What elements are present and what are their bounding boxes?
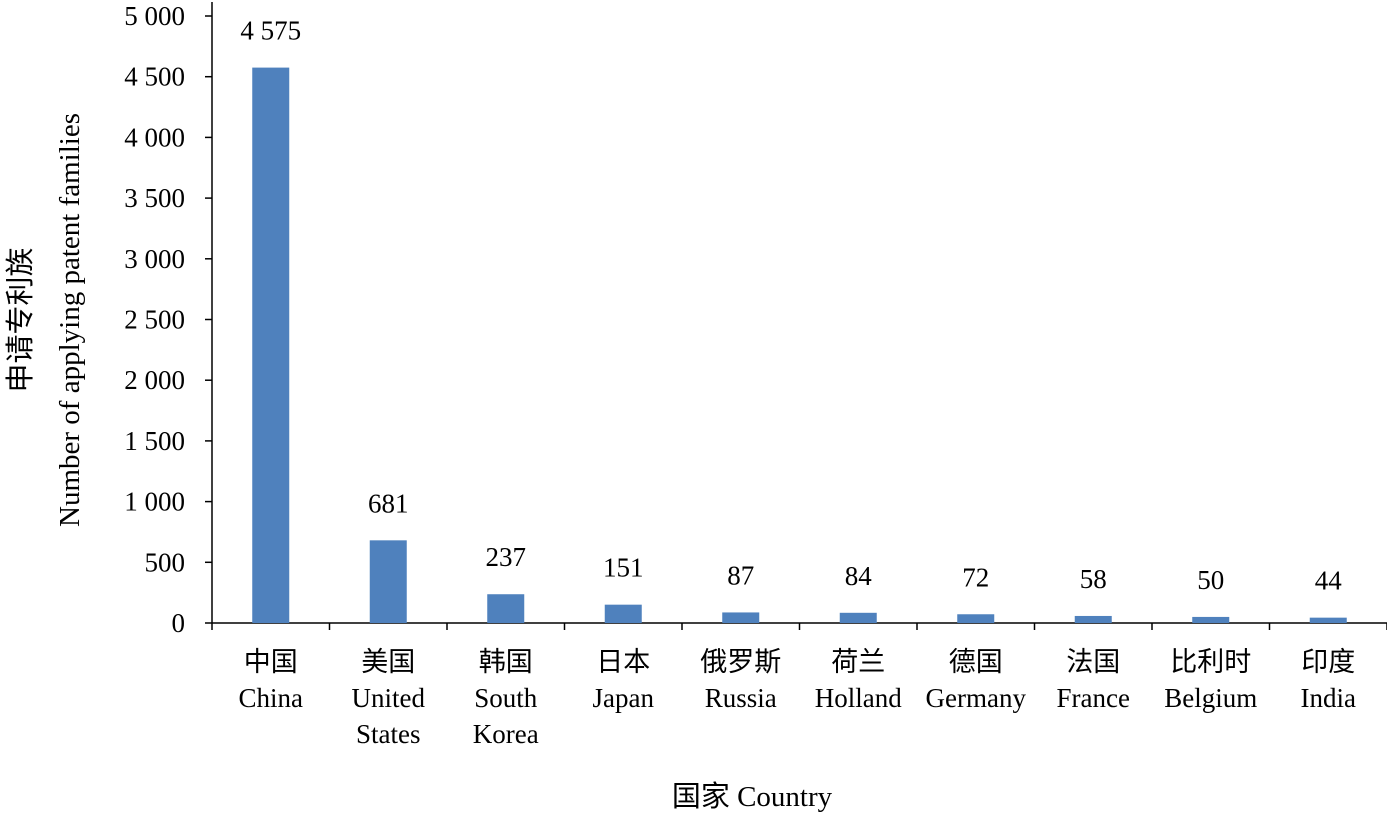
bar	[839, 612, 877, 623]
bar	[369, 540, 407, 623]
y-tick-label: 3 000	[124, 244, 185, 274]
x-tick-label: States	[356, 719, 421, 749]
x-tick-label: 中国	[244, 647, 298, 677]
y-axis-title-cn: 申请专利族	[4, 247, 37, 392]
y-tick-label: 4 500	[124, 62, 185, 92]
bar	[1309, 617, 1347, 623]
bar	[722, 612, 760, 623]
data-label: 50	[1197, 565, 1224, 595]
data-label: 84	[845, 561, 873, 591]
y-tick-label: 1 000	[124, 487, 185, 517]
bar	[957, 614, 995, 623]
data-label: 72	[962, 562, 989, 592]
x-tick-label: France	[1057, 683, 1130, 713]
data-label: 237	[486, 542, 527, 572]
data-label: 87	[727, 560, 754, 590]
x-tick-label: 俄罗斯	[700, 647, 781, 677]
category-labels: 中国 China 美国 United States 韩国 South Korea 日本 Japan…	[239, 647, 1357, 749]
data-label: 58	[1080, 564, 1107, 594]
bar	[487, 594, 525, 623]
x-tick-label: Korea	[473, 719, 539, 749]
bar	[604, 604, 642, 623]
data-label: 681	[368, 488, 409, 518]
x-tick-label: Japan	[593, 683, 655, 713]
x-tick-label: 比利时	[1170, 647, 1251, 677]
x-tick-label: 美国	[361, 647, 415, 677]
data-label: 4 575	[240, 16, 301, 46]
x-tick-label: Germany	[926, 683, 1027, 713]
y-tick-label: 1 500	[124, 426, 185, 456]
x-tick-label: 荷兰	[831, 647, 885, 677]
y-tick-label: 2 000	[124, 365, 185, 395]
data-labels: 4 575 681 237 151 87 84 72 58 50 44	[240, 16, 1342, 596]
x-tick-label: Russia	[705, 683, 777, 713]
x-tick-label: 法国	[1066, 647, 1120, 677]
y-axis-title: 申请专利族 Number of applying patent families	[4, 113, 86, 527]
x-tick-label: 德国	[949, 647, 1003, 677]
x-axis	[211, 622, 1387, 630]
x-tick-label: 日本	[596, 647, 650, 677]
data-label: 44	[1315, 566, 1343, 596]
y-tick-label: 500	[145, 547, 186, 577]
y-tick-label: 5 000	[124, 1, 185, 31]
x-tick-label: Holland	[815, 683, 902, 713]
y-tick-label: 3 500	[124, 183, 185, 213]
x-tick-label: 印度	[1301, 647, 1355, 677]
y-tick-label: 0	[172, 608, 186, 638]
bar	[1192, 616, 1230, 623]
bars	[252, 67, 1347, 624]
x-axis-title: 国家 Country	[672, 780, 833, 813]
y-axis: 0 500 1 000 1 500 2 000 2 500 3 000 3 500 4 000 4…	[124, 1, 213, 638]
x-tick-label: India	[1301, 683, 1356, 713]
y-tick-label: 2 500	[124, 305, 185, 335]
y-tick-label: 4 000	[124, 122, 185, 152]
x-tick-label: 韩国	[479, 647, 533, 677]
y-axis-title-en: Number of applying patent families	[54, 113, 86, 527]
bar	[1074, 615, 1112, 623]
x-tick-label: United	[352, 683, 426, 713]
x-tick-label: Belgium	[1164, 683, 1257, 713]
x-tick-label: South	[474, 683, 538, 713]
x-tick-label: China	[239, 683, 304, 713]
bar	[252, 67, 290, 624]
data-label: 151	[603, 553, 644, 583]
